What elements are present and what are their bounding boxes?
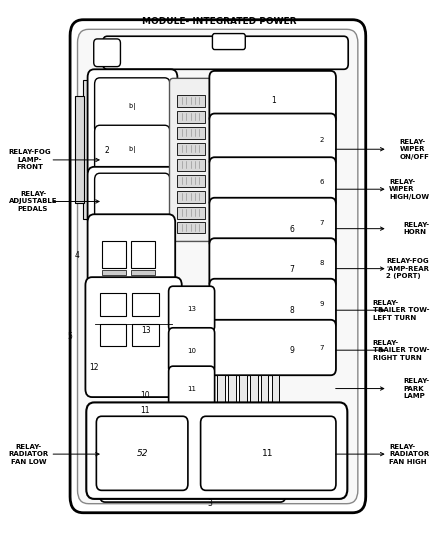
FancyBboxPatch shape [169,366,215,411]
Text: 2: 2 [105,146,110,155]
Bar [177,127,205,139]
Text: 2: 2 [320,137,324,143]
FancyBboxPatch shape [70,20,366,513]
Bar [100,324,126,346]
FancyBboxPatch shape [96,416,188,490]
Text: 7: 7 [320,344,324,351]
Bar [239,375,247,404]
Bar [177,95,205,107]
FancyBboxPatch shape [103,36,348,69]
Text: 1: 1 [272,96,276,104]
Text: RELAY-
RADIATOR
FAN LOW: RELAY- RADIATOR FAN LOW [9,443,49,465]
Text: RELAY-
HORN: RELAY- HORN [403,222,429,236]
Text: 3: 3 [208,499,213,508]
Text: 12: 12 [89,364,99,372]
Bar [132,293,159,316]
FancyBboxPatch shape [88,167,177,227]
Text: b|: b| [128,146,137,153]
Bar [102,270,126,275]
FancyBboxPatch shape [212,34,245,50]
Text: RELAY-FOG
'AMP-REAR
2 (PORT): RELAY-FOG 'AMP-REAR 2 (PORT) [386,258,429,279]
Text: 9: 9 [289,346,294,354]
Text: 4: 4 [74,252,79,260]
Bar [177,159,205,171]
Bar [191,471,207,492]
Text: 7: 7 [320,220,324,226]
FancyBboxPatch shape [94,39,120,67]
Text: MODULE- INTEGRATED POWER: MODULE- INTEGRATED POWER [142,17,296,26]
FancyBboxPatch shape [95,78,170,134]
FancyBboxPatch shape [201,416,336,490]
FancyBboxPatch shape [209,279,336,329]
FancyBboxPatch shape [209,114,336,166]
Bar [75,96,84,203]
Bar [212,471,229,492]
Bar [217,375,225,404]
FancyBboxPatch shape [209,238,336,288]
Text: 10: 10 [140,391,149,400]
Bar [272,375,279,404]
Text: RELAY-
PARK
LAMP: RELAY- PARK LAMP [403,378,429,399]
Text: RELAY-
RADIATOR
FAN HIGH: RELAY- RADIATOR FAN HIGH [389,443,429,465]
Text: RELAY-
TRAILER TOW-
LEFT TURN: RELAY- TRAILER TOW- LEFT TURN [373,300,429,321]
Bar [83,80,91,219]
FancyBboxPatch shape [95,125,170,173]
Text: 9: 9 [320,301,324,307]
FancyBboxPatch shape [86,402,347,499]
Bar [131,270,155,275]
Bar [125,471,141,492]
Bar [102,241,126,268]
Text: RELAY-
WIPER
HIGH/LOW: RELAY- WIPER HIGH/LOW [389,179,429,200]
Text: 8: 8 [290,306,294,314]
Bar [147,471,163,492]
Bar [177,111,205,123]
Text: 6: 6 [320,179,324,185]
Text: 52: 52 [137,449,148,457]
Text: 11: 11 [187,386,196,392]
FancyBboxPatch shape [169,286,215,332]
Text: RELAY-
WIPER
ON/OFF: RELAY- WIPER ON/OFF [399,139,429,160]
Bar [250,375,258,404]
Text: 7: 7 [289,265,294,274]
Bar [100,293,126,316]
FancyBboxPatch shape [209,71,336,124]
FancyBboxPatch shape [88,214,175,286]
Text: RELAY-
ADJUSTABLE
PEDALS: RELAY- ADJUSTABLE PEDALS [9,191,57,212]
Bar [169,471,185,492]
FancyBboxPatch shape [85,277,182,397]
Bar [234,471,251,492]
Bar [131,241,155,268]
Text: 10: 10 [187,348,196,354]
Text: 13: 13 [187,306,196,312]
Bar [261,375,268,404]
Text: 11: 11 [140,406,149,415]
Bar [177,175,205,187]
Bar [132,324,159,346]
Text: 8: 8 [320,260,324,266]
Bar [177,191,205,203]
FancyBboxPatch shape [169,328,215,373]
FancyBboxPatch shape [78,29,358,504]
Text: 13: 13 [141,326,151,335]
Text: RELAY-FOG
LAMP-
FRONT: RELAY-FOG LAMP- FRONT [9,149,51,171]
FancyBboxPatch shape [209,157,336,207]
Text: b|: b| [128,103,137,110]
FancyBboxPatch shape [100,447,286,502]
Bar [177,143,205,155]
Text: 6: 6 [289,225,294,233]
FancyBboxPatch shape [95,173,170,221]
Text: RELAY-
TRAILER TOW-
RIGHT TURN: RELAY- TRAILER TOW- RIGHT TURN [373,340,429,361]
FancyBboxPatch shape [88,69,177,179]
Bar [177,207,205,219]
FancyBboxPatch shape [170,78,212,241]
Bar [228,375,236,404]
FancyBboxPatch shape [209,198,336,248]
Text: 11: 11 [262,449,274,457]
Text: 5: 5 [67,333,73,341]
FancyBboxPatch shape [209,320,336,375]
Bar [177,222,205,233]
